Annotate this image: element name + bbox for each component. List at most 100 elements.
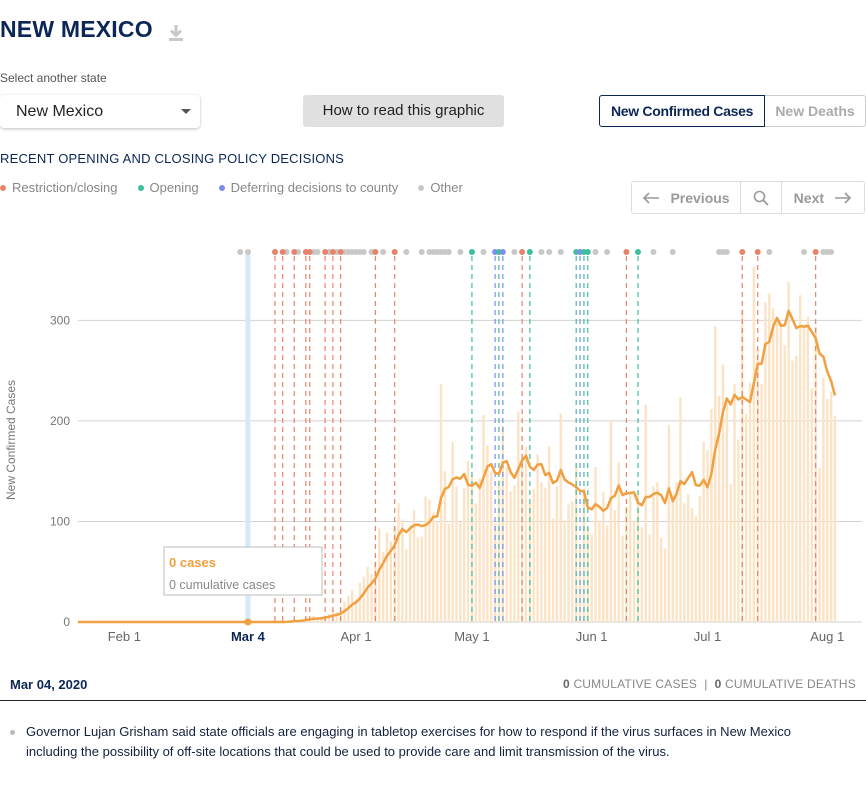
x-tick-label: Apr 1	[341, 629, 372, 644]
y-tick-label: 100	[50, 514, 70, 528]
daily-bar	[559, 413, 562, 622]
daily-bar	[744, 413, 748, 622]
legend-label: Other	[430, 180, 463, 195]
daily-bar	[702, 442, 705, 622]
arrow-right-icon	[835, 191, 852, 204]
daily-bar	[752, 267, 756, 622]
daily-bar	[783, 345, 786, 622]
daily-bar	[505, 467, 508, 622]
x-tick-label: Aug 1	[810, 629, 844, 644]
marker-dot-other	[592, 249, 599, 255]
zoom-button[interactable]	[741, 182, 782, 213]
daily-bar	[420, 536, 423, 622]
legend-label: Restriction/closing	[12, 180, 118, 195]
daily-bar	[544, 488, 547, 622]
daily-bar	[490, 471, 493, 622]
daily-bar	[787, 282, 790, 622]
policy-markers	[237, 249, 835, 622]
new-cases-tab[interactable]: New Confirmed Cases	[599, 95, 765, 127]
legend-county: Deferring decisions to county	[218, 180, 398, 195]
daily-bar	[575, 465, 578, 622]
daily-bar	[795, 355, 798, 622]
daily-bar	[478, 478, 481, 622]
daily-bar	[412, 510, 416, 622]
next-button[interactable]: Next	[782, 182, 864, 213]
daily-bar	[524, 447, 528, 622]
daily-bar	[316, 618, 319, 622]
daily-bar	[428, 499, 431, 622]
cumulative-deaths-count: 0	[714, 677, 722, 691]
marker-dot-restriction	[322, 249, 329, 255]
x-tick-label: Jun 1	[576, 629, 608, 644]
daily-bar	[482, 414, 485, 622]
daily-bar	[768, 293, 771, 622]
daily-bar	[698, 496, 701, 622]
selected-date-label-bg	[229, 627, 266, 645]
daily-bar	[829, 391, 833, 622]
daily-bar	[671, 494, 674, 622]
how-to-read-button[interactable]: How to read this graphic	[303, 95, 504, 127]
download-icon[interactable]	[166, 22, 186, 44]
marker-dot-other	[650, 249, 657, 255]
marker-dot-other	[828, 249, 835, 255]
previous-label: Previous	[670, 189, 730, 206]
daily-bar	[779, 322, 783, 622]
policy-note-text: Governor Lujan Grisham said state offici…	[26, 724, 791, 759]
daily-bar	[667, 424, 671, 622]
daily-bar	[447, 523, 450, 622]
daily-bar	[602, 492, 605, 622]
daily-bar	[810, 388, 813, 622]
daily-bar	[594, 467, 597, 622]
legend-dot-other	[418, 184, 425, 191]
legend-label: Opening	[149, 180, 199, 195]
daily-bar	[327, 613, 331, 622]
state-select-value: New Mexico	[16, 103, 104, 120]
marker-dot-other	[546, 249, 553, 255]
daily-bar	[833, 415, 837, 622]
marker-dot-other	[244, 249, 251, 255]
daily-bar	[486, 445, 489, 622]
daily-bar	[683, 503, 686, 622]
daily-bar	[733, 383, 736, 622]
marker-dot-restriction	[623, 249, 630, 255]
marker-dot-restriction	[279, 249, 286, 255]
daily-bar	[424, 496, 427, 622]
daily-bar	[551, 518, 555, 622]
state-select[interactable]: New Mexico	[0, 95, 200, 128]
event-pager: Previous Next	[631, 181, 865, 214]
marker-dot-restriction	[271, 249, 278, 255]
separator: |	[704, 677, 708, 691]
daily-bar	[555, 486, 559, 622]
daily-bar	[571, 501, 574, 622]
new-deaths-tab[interactable]: New Deaths	[765, 95, 866, 127]
daily-bar	[818, 468, 821, 622]
date-summary-bar: Mar 04, 2020 0 CUMULATIVE CASES | 0 CUMU…	[0, 668, 866, 701]
daily-bar	[652, 486, 655, 622]
marker-dot-other	[360, 249, 367, 255]
daily-bar	[354, 598, 358, 622]
daily-bar	[826, 398, 829, 622]
previous-button[interactable]: Previous	[632, 182, 742, 213]
daily-bar	[656, 482, 659, 622]
daily-bar	[775, 321, 779, 622]
legend-other: Other	[418, 180, 463, 195]
marker-dot-other	[766, 249, 773, 255]
daily-bar	[435, 522, 439, 622]
y-tick-label: 0	[63, 615, 70, 629]
marker-dot-restriction	[306, 249, 313, 255]
daily-bar	[381, 551, 385, 622]
daily-bar	[725, 400, 729, 622]
daily-bar	[598, 520, 601, 622]
policy-legend: Restriction/closing Opening Deferring de…	[0, 180, 483, 195]
marker-dot-other	[445, 249, 452, 255]
daily-bar	[532, 489, 535, 622]
daily-bar	[563, 520, 566, 622]
marker-dot-restriction	[519, 249, 526, 255]
daily-bar	[617, 462, 620, 622]
y-tick-label: 200	[50, 414, 70, 428]
marker-dot-restriction	[739, 249, 746, 255]
marker-dot-other	[538, 249, 545, 255]
marker-dot-other	[511, 249, 518, 255]
daily-bar	[629, 491, 632, 622]
